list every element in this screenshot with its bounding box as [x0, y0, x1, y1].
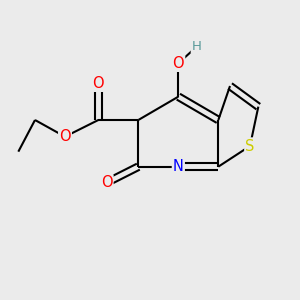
Text: O: O: [92, 76, 104, 91]
Text: O: O: [172, 56, 184, 71]
Text: H: H: [192, 40, 202, 53]
Text: O: O: [59, 129, 71, 144]
Text: S: S: [245, 139, 255, 154]
Text: N: N: [173, 159, 184, 174]
Text: O: O: [101, 175, 112, 190]
